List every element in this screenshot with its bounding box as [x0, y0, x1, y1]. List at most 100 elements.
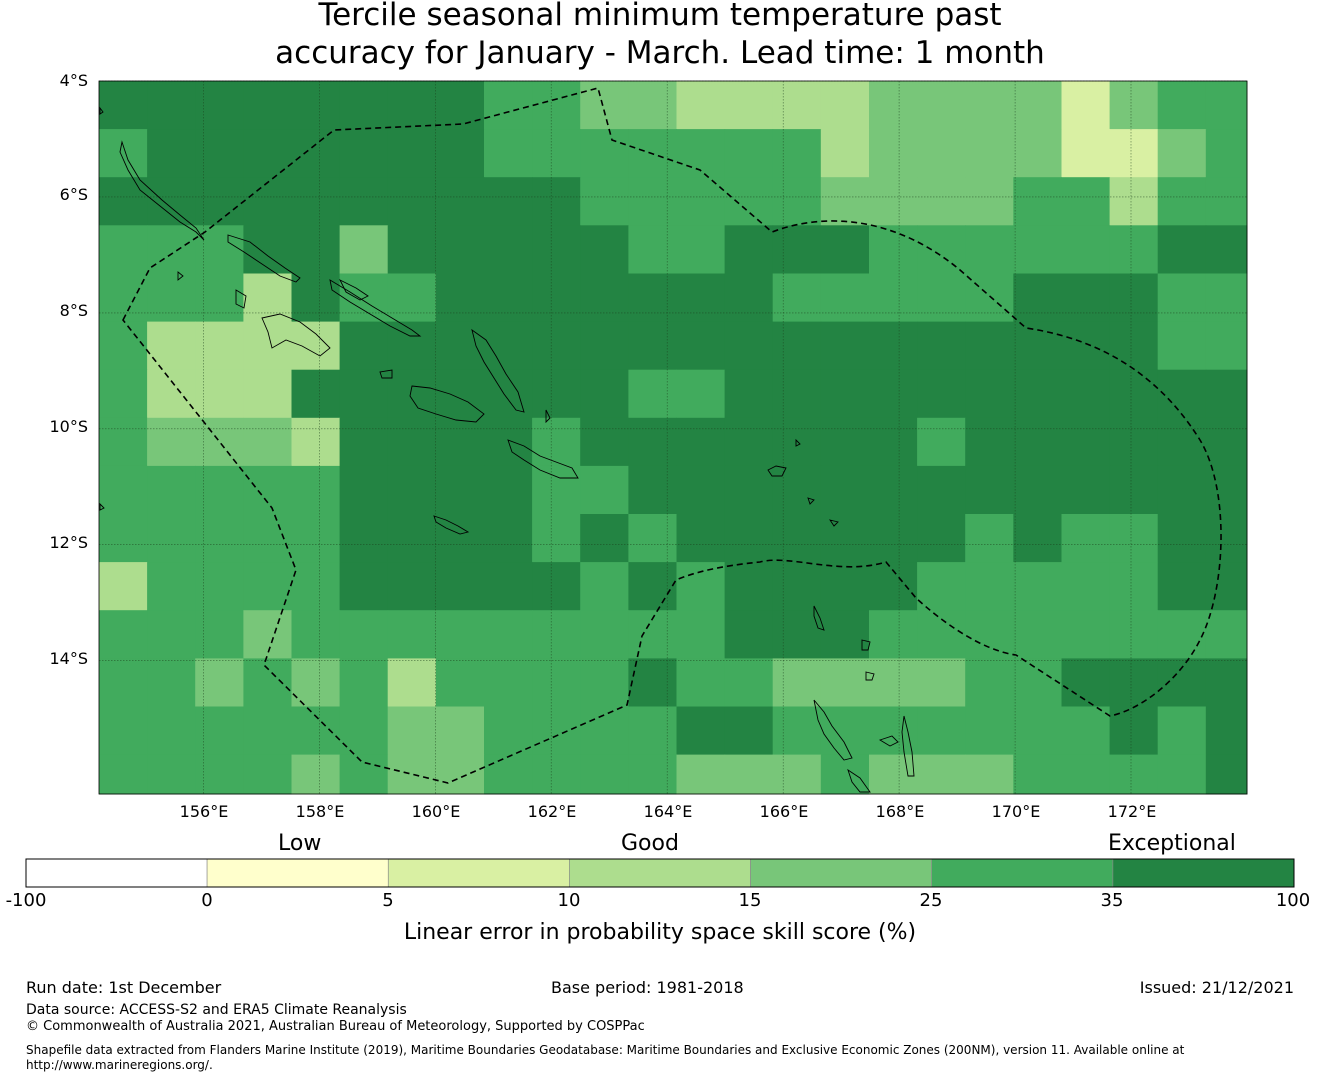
skill-cell	[1013, 610, 1062, 659]
skill-cell	[772, 706, 822, 756]
colorbar	[25, 858, 1295, 888]
skill-cell	[195, 514, 244, 563]
skill-cell	[387, 610, 437, 659]
banks-islands-coast	[861, 639, 899, 747]
skill-cell	[1205, 610, 1248, 659]
skill-cell	[291, 417, 341, 467]
skill-cell	[1157, 465, 1207, 515]
issued-date: Issued: 21/12/2021	[1139, 978, 1294, 997]
skill-cell	[532, 225, 581, 274]
colorbar-title: Linear error in probability space skill …	[403, 920, 917, 945]
skill-cell	[532, 321, 581, 371]
skill-cell	[1205, 465, 1248, 515]
skill-cell	[1157, 177, 1207, 226]
skill-cell	[1205, 514, 1248, 563]
skill-cell	[1205, 321, 1248, 371]
skill-cell	[676, 417, 726, 467]
skill-cell	[1013, 225, 1062, 274]
category-low: Low	[278, 831, 322, 856]
skill-cell	[243, 129, 292, 178]
skill-cell	[965, 177, 1014, 226]
skill-cell	[1061, 562, 1111, 611]
skill-cell	[99, 129, 148, 178]
skill-cell	[1157, 610, 1207, 659]
skill-cell	[1109, 225, 1159, 274]
skill-cell	[387, 465, 437, 515]
skill-cell	[965, 610, 1014, 659]
skill-cell	[99, 706, 148, 756]
skill-cell	[532, 273, 581, 323]
skill-cell	[435, 465, 485, 515]
skill-cell	[1061, 369, 1111, 419]
lon-label-170e: 170°E	[991, 802, 1041, 821]
skill-cell	[195, 225, 244, 274]
skill-cell	[772, 465, 822, 515]
skill-cell	[820, 417, 870, 467]
skill-cell	[580, 562, 629, 611]
skill-cell	[965, 658, 1014, 707]
skill-cell	[532, 417, 581, 467]
colorbar-segment	[569, 858, 751, 888]
skill-cell	[147, 369, 196, 419]
lon-label-162e: 162°E	[527, 802, 577, 821]
skill-cell	[99, 465, 148, 515]
title-line-2: accuracy for January - March. Lead time:…	[275, 35, 1045, 71]
skill-cell	[291, 706, 341, 756]
skill-cell	[580, 177, 629, 226]
skill-cell	[965, 369, 1014, 419]
skill-cell	[195, 417, 244, 467]
skill-cell	[869, 610, 918, 659]
skill-cell	[484, 610, 533, 659]
skill-cell	[1205, 417, 1248, 467]
lon-label-156e: 156°E	[179, 802, 229, 821]
skill-cell	[435, 177, 485, 226]
skill-cell	[1013, 417, 1062, 467]
skill-cell	[435, 129, 485, 178]
skill-cell	[484, 273, 533, 323]
skill-cell	[772, 658, 822, 707]
skill-cell	[339, 417, 389, 467]
skill-cell	[99, 610, 148, 659]
skill-cell	[291, 658, 341, 707]
makira-coast	[507, 439, 579, 479]
colorbar-tick: 100	[1275, 890, 1311, 911]
skill-cell	[532, 658, 581, 707]
skill-cell	[772, 129, 822, 178]
skill-cell	[195, 706, 244, 756]
coastlines	[99, 106, 915, 793]
skill-cell	[580, 81, 629, 130]
skill-cell	[917, 562, 966, 611]
lat-label-14s: 14°S	[49, 649, 88, 668]
colorbar-tick: 15	[738, 890, 762, 911]
skill-cell	[772, 225, 822, 274]
skill-cell	[195, 273, 244, 323]
malaita-coast	[471, 328, 525, 413]
skill-cell	[820, 610, 870, 659]
skill-cell	[532, 81, 581, 130]
skill-cell	[243, 81, 292, 130]
rennell-coast	[433, 515, 470, 535]
skill-cell	[532, 465, 581, 515]
skill-cell	[580, 465, 629, 515]
skill-cell	[291, 81, 341, 130]
guadalcanal-coast	[409, 385, 485, 423]
choiseul-coast	[329, 279, 422, 337]
skill-cell	[484, 514, 533, 563]
colorbar-segment	[1112, 858, 1295, 888]
skill-cell	[484, 129, 533, 178]
skill-cell	[772, 177, 822, 226]
skill-cell	[917, 177, 966, 226]
skill-cell	[1157, 225, 1207, 274]
skill-cell	[676, 129, 726, 178]
skill-cell	[676, 369, 726, 419]
map-title: Tercile seasonal minimum temperature pas…	[0, 0, 1320, 72]
skill-cell	[1157, 754, 1207, 795]
skill-cell	[147, 129, 196, 178]
skill-cell	[339, 465, 389, 515]
skill-cell	[1109, 321, 1159, 371]
skill-cell	[435, 562, 485, 611]
skill-cell	[291, 273, 341, 323]
lat-label-8s: 8°S	[59, 301, 88, 320]
skill-cell	[291, 369, 341, 419]
skill-cell	[965, 465, 1014, 515]
